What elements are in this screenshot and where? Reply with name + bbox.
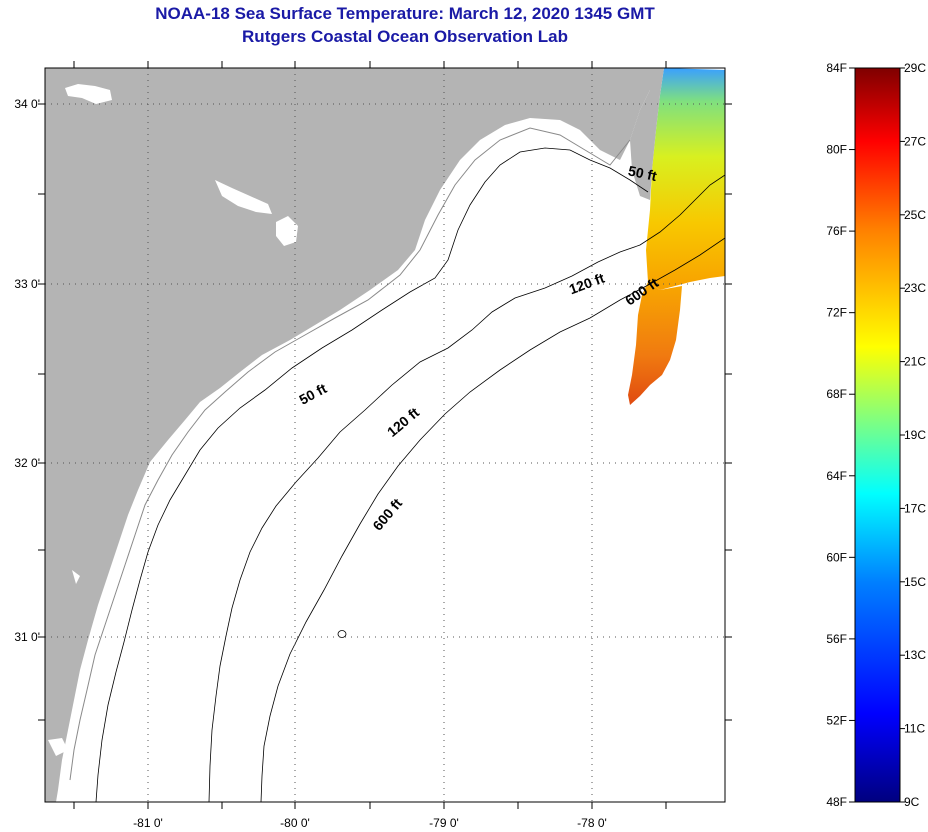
x-axis-labels: -81 0' -80 0' -79 0' -78 0' <box>133 816 607 830</box>
sst-swath-north <box>646 68 725 290</box>
inland-lake <box>276 216 298 246</box>
colorbar-celsius-labels: 29C 27C 25C 23C 21C 19C 17C 15C 13C 11C 9C <box>904 61 926 809</box>
inland-lake <box>48 738 68 756</box>
lon-label: -81 0' <box>133 816 163 830</box>
inland-lake <box>215 180 272 214</box>
sst-swath-south <box>628 282 682 405</box>
contour-120ft <box>208 174 725 802</box>
contour-50ft <box>95 147 649 802</box>
map-subtitle: Rutgers Coastal Ocean Observation Lab <box>242 27 568 46</box>
lat-label: 33 0' <box>14 277 40 291</box>
sst-land-gap <box>630 68 664 200</box>
inland-lake <box>65 84 112 104</box>
lat-label: 31 0' <box>14 630 40 644</box>
y-axis-labels: 34 0' 33 0' 32 0' 31 0' <box>14 97 40 644</box>
map-title: NOAA-18 Sea Surface Temperature: March 1… <box>155 4 655 23</box>
colorbar-f-label: 68F <box>826 387 847 401</box>
colorbar-c-label: 9C <box>904 795 920 809</box>
colorbar-c-label: 19C <box>904 428 926 442</box>
colorbar-c-label: 23C <box>904 281 926 295</box>
colorbar-f-label: 80F <box>826 143 847 157</box>
lon-label: -78 0' <box>577 816 607 830</box>
lon-label: -79 0' <box>429 816 459 830</box>
inland-lake <box>72 570 80 584</box>
colorbar-c-label: 27C <box>904 134 926 148</box>
colorbar <box>854 67 901 803</box>
contour-label: 50 ft <box>627 162 659 184</box>
colorbar-f-label: 76F <box>826 224 847 238</box>
colorbar-f-label: 60F <box>826 550 847 564</box>
land-mass <box>45 68 658 802</box>
lat-label: 32 0' <box>14 456 40 470</box>
lon-label: -80 0' <box>280 816 310 830</box>
map-frame <box>44 67 726 803</box>
coast-marsh <box>69 127 631 781</box>
colorbar-f-label: 56F <box>826 632 847 646</box>
colorbar-f-label: 84F <box>826 61 847 75</box>
colorbar-c-label: 21C <box>904 355 926 369</box>
colorbar-c-label: 15C <box>904 575 926 589</box>
colorbar-c-label: 25C <box>904 208 926 222</box>
colorbar-f-label: 72F <box>826 306 847 320</box>
colorbar-c-label: 17C <box>904 501 926 515</box>
colorbar-c-label: 29C <box>904 61 926 75</box>
axis-ticks <box>38 61 732 809</box>
colorbar-c-label: 11C <box>904 722 925 736</box>
lat-label: 34 0' <box>14 97 40 111</box>
colorbar-f-label: 64F <box>826 469 847 483</box>
seamount-contour <box>337 630 347 638</box>
contour-600ft <box>260 237 725 802</box>
colorbar-f-label: 52F <box>826 713 847 727</box>
map-grid <box>45 68 725 802</box>
colorbar-f-label: 48F <box>826 795 847 809</box>
colorbar-c-label: 13C <box>904 648 926 662</box>
colorbar-fahrenheit-labels: 84F 80F 76F 72F 68F 64F 60F 56F 52F 48F <box>826 61 847 809</box>
colorbar-ticks <box>849 67 905 803</box>
